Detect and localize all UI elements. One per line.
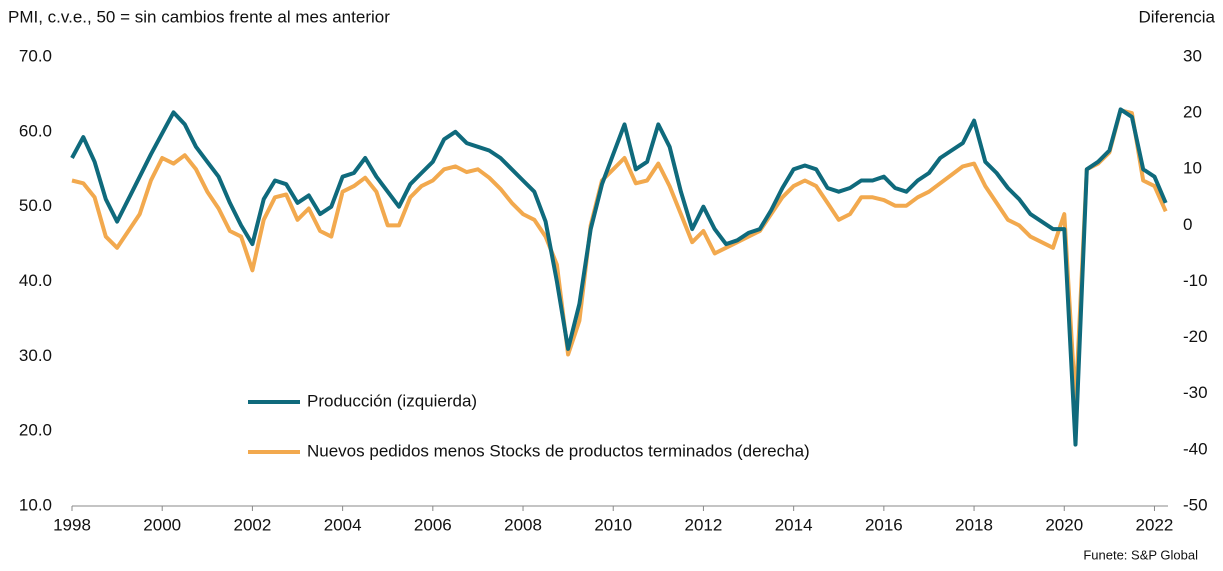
y-tick-label: 30.0 — [19, 346, 52, 365]
x-tick-label: 2014 — [775, 515, 813, 534]
y2-tick-label: -40 — [1183, 439, 1208, 458]
y2-tick-label: -50 — [1183, 495, 1208, 514]
x-tick-label: 1998 — [53, 515, 91, 534]
series-line — [71, 108, 1168, 407]
x-tick-label: 2018 — [955, 515, 993, 534]
y2-tick-label: -20 — [1183, 327, 1208, 346]
legend-label: Nuevos pedidos menos Stocks de productos… — [307, 441, 810, 460]
y-tick-label: 50.0 — [19, 196, 52, 215]
y-tick-label: 10.0 — [19, 495, 52, 514]
y2-tick-label: 10 — [1183, 159, 1202, 178]
y2-tick-label: 30 — [1183, 46, 1202, 65]
y2-axis-title: Diferencia — [1138, 7, 1215, 26]
x-tick-label: 2022 — [1136, 515, 1174, 534]
y2-tick-label: -30 — [1183, 383, 1208, 402]
x-tick-label: 2000 — [143, 515, 181, 534]
y2-tick-label: 0 — [1183, 215, 1192, 234]
y-tick-label: 40.0 — [19, 271, 52, 290]
series-line — [70, 107, 1168, 447]
x-tick-label: 2006 — [414, 515, 452, 534]
x-tick-label: 2012 — [685, 515, 723, 534]
y-tick-label: 60.0 — [19, 121, 52, 140]
x-tick-label: 2008 — [504, 515, 542, 534]
x-tick-label: 2002 — [233, 515, 271, 534]
y2-tick-label: -10 — [1183, 271, 1208, 290]
y-tick-label: 70.0 — [19, 46, 52, 65]
legend-label: Producción (izquierda) — [307, 391, 477, 410]
x-tick-label: 2016 — [865, 515, 903, 534]
y2-tick-label: 20 — [1183, 103, 1202, 122]
x-tick-label: 2004 — [324, 515, 362, 534]
chart-title: PMI, c.v.e., 50 = sin cambios frente al … — [8, 7, 390, 26]
x-tick-label: 2020 — [1045, 515, 1083, 534]
source: Funete: S&P Global — [1083, 547, 1198, 562]
y-tick-label: 20.0 — [19, 421, 52, 440]
x-tick-label: 2010 — [594, 515, 632, 534]
